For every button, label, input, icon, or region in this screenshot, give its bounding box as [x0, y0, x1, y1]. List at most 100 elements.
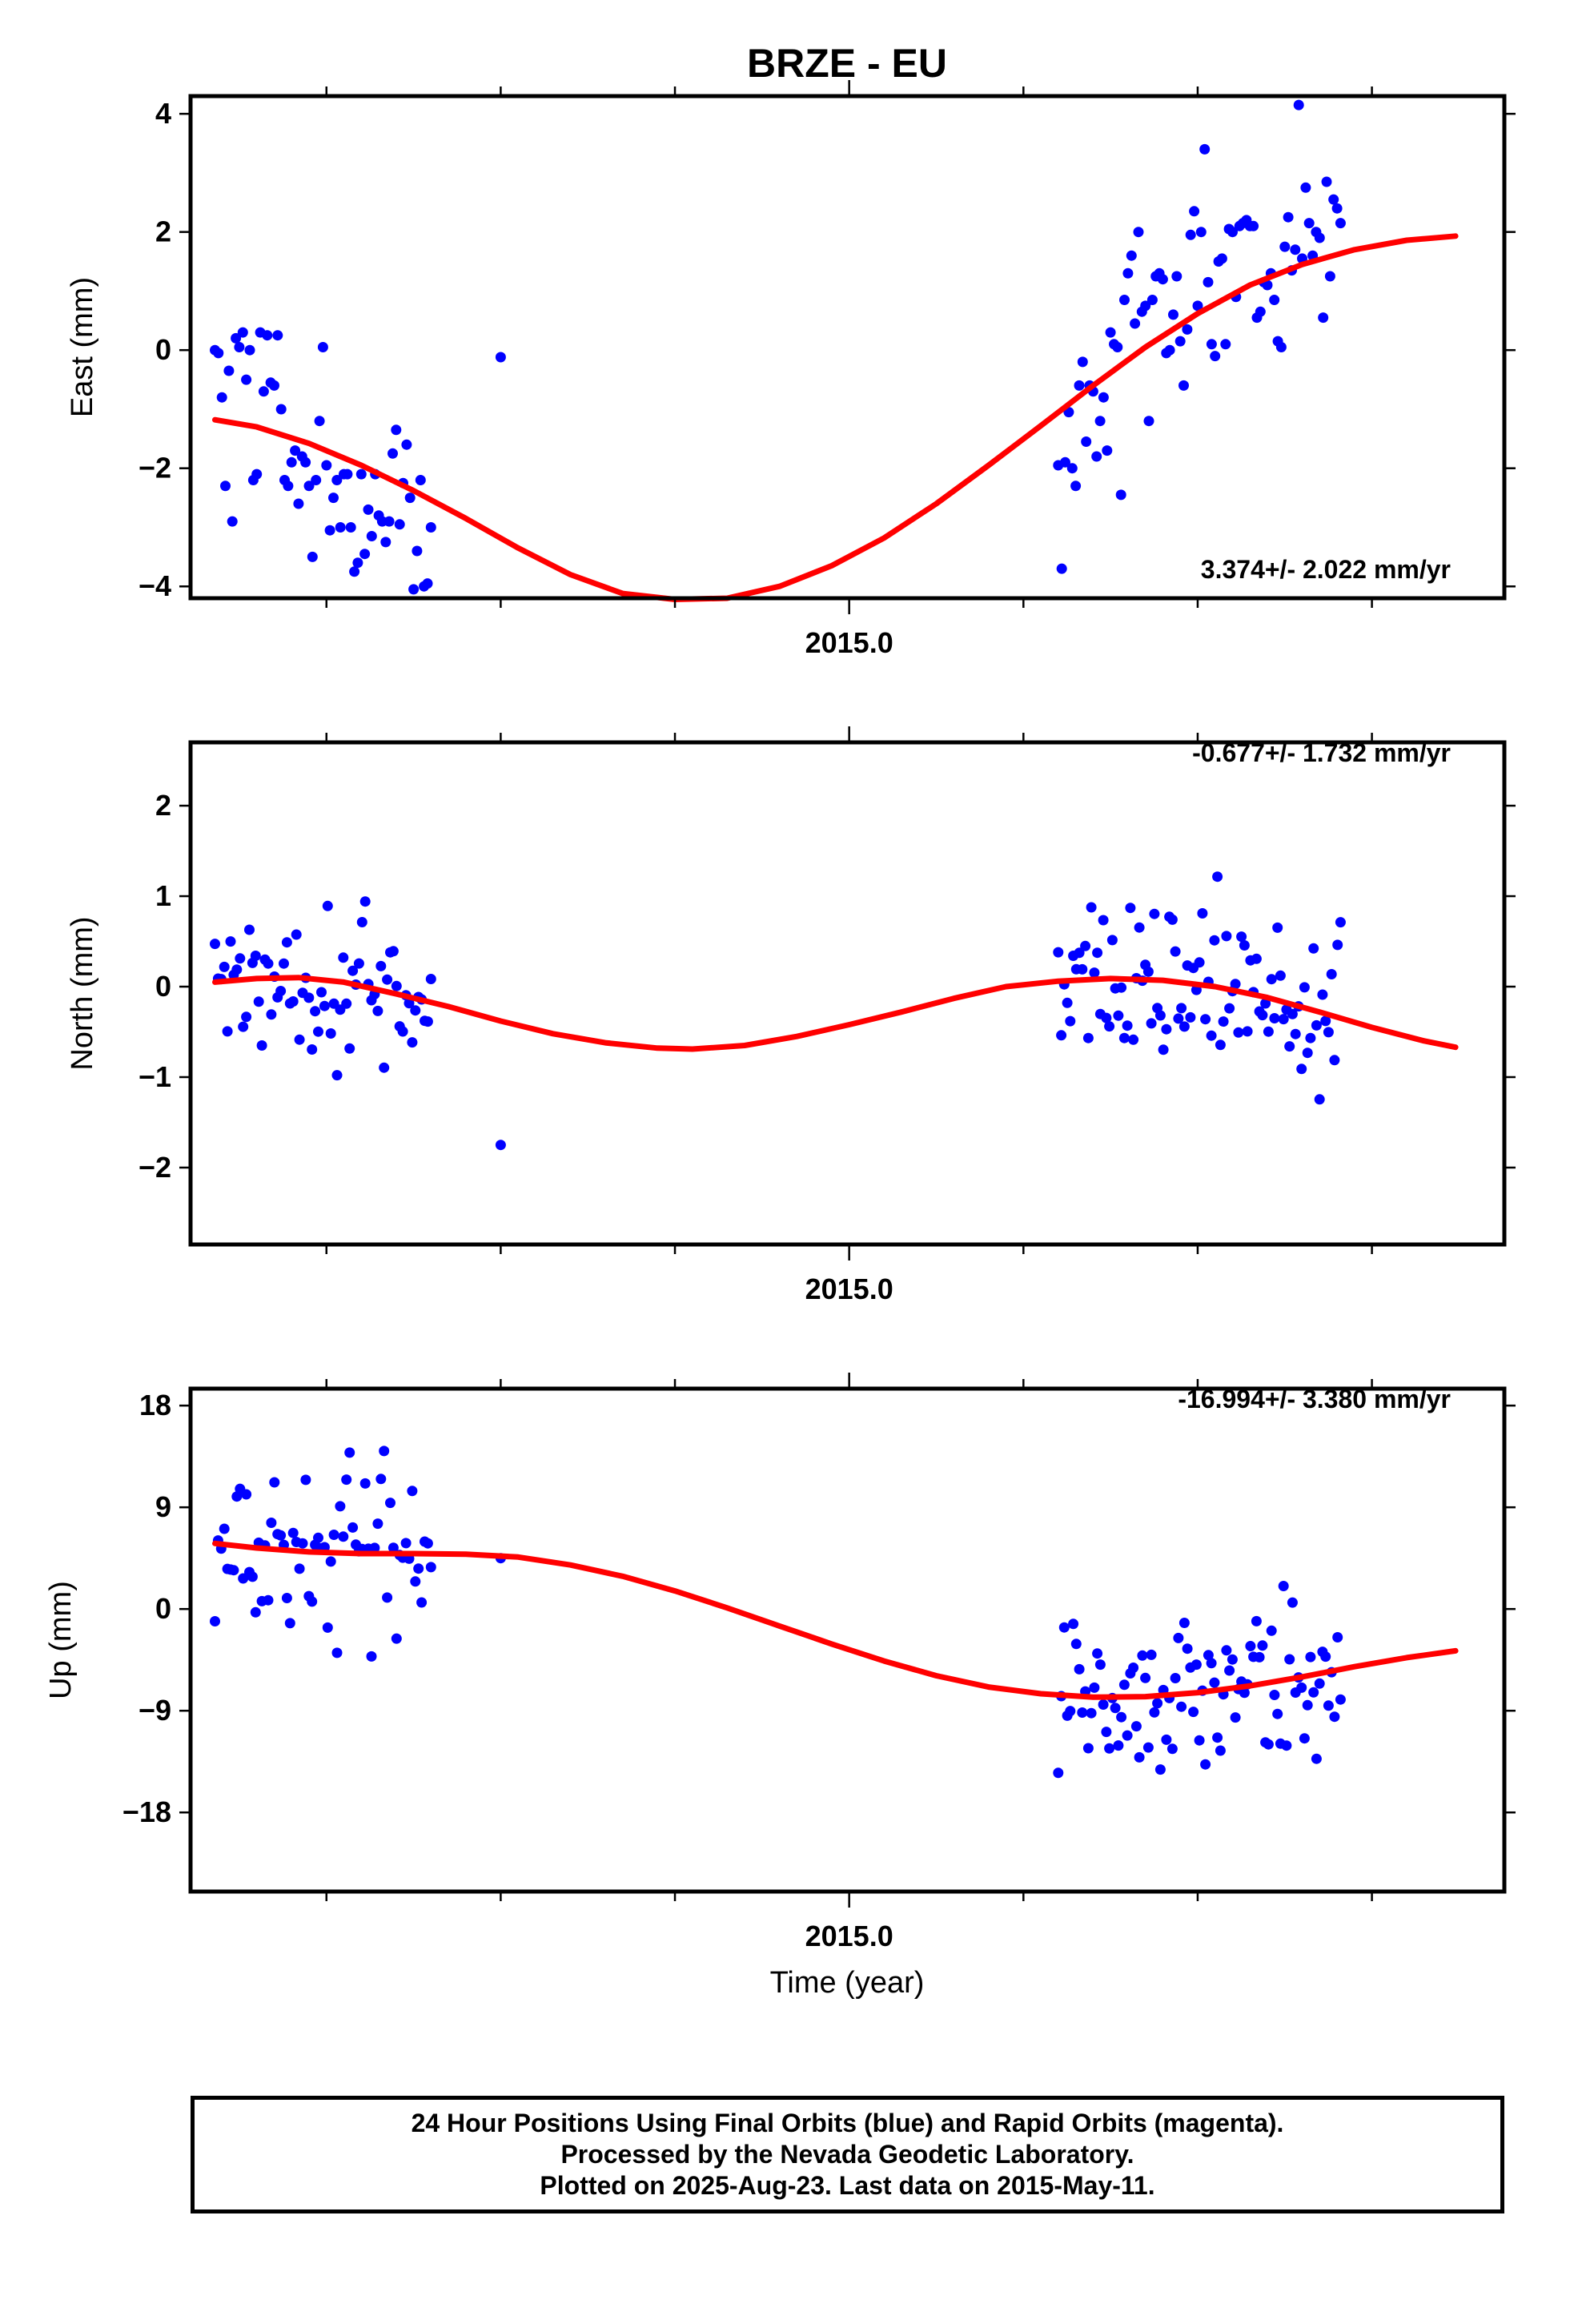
data-point — [1060, 456, 1070, 468]
data-point — [1094, 1659, 1106, 1671]
data-point — [1269, 1690, 1280, 1700]
data-point — [1262, 279, 1273, 291]
data-point — [1227, 1654, 1238, 1665]
data-points-up — [210, 1445, 1346, 1779]
data-point — [1140, 300, 1151, 312]
data-point — [284, 1618, 295, 1629]
data-point — [281, 1593, 292, 1603]
data-point — [1128, 1034, 1139, 1045]
data-point — [1296, 1063, 1307, 1075]
data-point — [1320, 1651, 1331, 1663]
data-point — [1182, 324, 1193, 335]
data-point — [369, 1542, 380, 1554]
data-point — [222, 1026, 233, 1037]
data-point — [1218, 1016, 1229, 1027]
data-point — [328, 493, 339, 504]
data-point — [1122, 1020, 1133, 1031]
panel-frame-north — [188, 740, 1507, 1247]
data-point — [341, 1474, 352, 1486]
data-point — [238, 1573, 249, 1584]
data-point — [1174, 336, 1186, 347]
data-point — [344, 1447, 355, 1458]
data-point — [1098, 915, 1109, 926]
data-point — [1275, 970, 1286, 981]
data-point — [1101, 1012, 1112, 1023]
x-tick-label: 2015.0 — [805, 1273, 893, 1305]
data-point — [359, 549, 371, 560]
data-point — [1189, 206, 1200, 217]
data-point — [1305, 1651, 1316, 1663]
chart-title: BRZE - EU — [747, 41, 947, 86]
data-point — [422, 1538, 433, 1549]
data-point — [379, 1062, 390, 1073]
data-point — [1161, 1023, 1172, 1035]
data-point — [408, 584, 420, 595]
data-point — [412, 545, 423, 557]
data-point — [1303, 218, 1315, 229]
data-point — [1118, 1679, 1130, 1691]
data-point — [1311, 1019, 1322, 1031]
data-point — [1146, 1649, 1157, 1660]
data-point — [253, 996, 264, 1007]
y-tick-label: 0 — [155, 333, 171, 366]
data-point — [1335, 917, 1346, 928]
data-point — [1065, 1015, 1076, 1027]
data-point — [1077, 963, 1088, 975]
data-point — [331, 1070, 343, 1081]
data-point — [1314, 1678, 1325, 1689]
data-point — [355, 468, 367, 480]
data-point — [1230, 979, 1241, 990]
data-point — [1278, 1014, 1289, 1025]
data-point — [1146, 1018, 1157, 1029]
data-point — [1279, 241, 1291, 252]
data-point — [287, 996, 299, 1007]
data-point — [1290, 1028, 1301, 1039]
data-point — [1335, 1694, 1346, 1705]
data-point — [1308, 1687, 1319, 1698]
data-point — [294, 1563, 305, 1574]
data-point — [266, 1518, 277, 1528]
data-point — [256, 1040, 267, 1051]
data-point — [366, 531, 377, 541]
data-point — [269, 1477, 280, 1488]
data-point — [1194, 1735, 1205, 1746]
data-point — [401, 439, 412, 450]
data-point — [1178, 380, 1189, 391]
data-point — [1283, 211, 1294, 223]
data-point — [1314, 1094, 1325, 1105]
data-point — [495, 352, 506, 363]
data-point — [1206, 339, 1217, 350]
data-point — [1149, 1707, 1160, 1718]
data-point — [238, 1021, 249, 1032]
y-tick-label: 2 — [155, 789, 171, 822]
data-point — [1197, 908, 1208, 919]
trend-fit-line-north — [212, 975, 1459, 1052]
data-point — [1146, 295, 1158, 305]
data-point — [251, 468, 263, 480]
data-point — [1326, 969, 1337, 979]
data-point — [1185, 1011, 1196, 1023]
data-point — [379, 1445, 390, 1457]
data-point — [244, 344, 255, 356]
data-point — [1266, 1625, 1277, 1636]
data-point — [234, 342, 245, 352]
data-point — [1158, 1044, 1169, 1055]
data-point — [1185, 229, 1196, 240]
data-point — [1216, 253, 1227, 264]
data-point — [1269, 1013, 1280, 1023]
data-point — [1215, 1039, 1226, 1051]
data-point — [241, 1489, 252, 1500]
data-point — [352, 557, 363, 569]
data-point — [1269, 295, 1280, 305]
data-point — [1137, 1650, 1148, 1661]
data-point — [281, 937, 292, 948]
y-axis-title-north: North (mm) — [66, 916, 99, 1070]
data-point — [415, 475, 426, 485]
data-point — [1143, 416, 1154, 427]
data-point — [1329, 1711, 1340, 1723]
y-axis-title-east: East (mm) — [66, 277, 99, 417]
data-point — [335, 1501, 346, 1512]
data-point — [319, 1000, 330, 1011]
data-point — [1323, 1027, 1334, 1038]
data-point — [407, 1486, 418, 1497]
